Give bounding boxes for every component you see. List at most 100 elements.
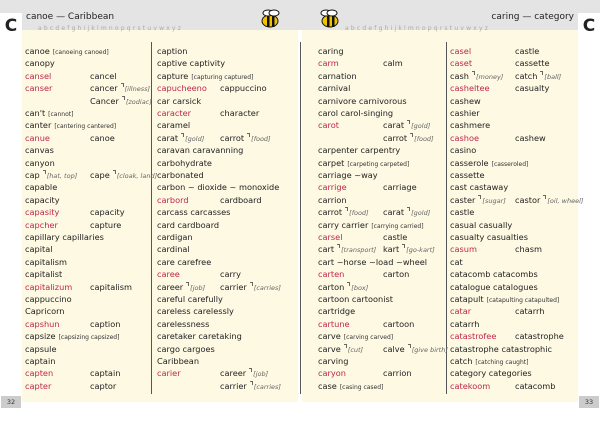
headword: care carefree (157, 256, 212, 267)
entry: carpenter carpentry (318, 144, 400, 156)
alt-word: carton (383, 269, 410, 280)
misspelling: canser (25, 83, 53, 94)
correct-spelling: carrot [food] (383, 132, 434, 144)
entry: cappuccino (25, 293, 72, 305)
misspelling: cartune (318, 318, 350, 329)
entry: carnation (318, 70, 357, 82)
headword: carve (318, 331, 341, 342)
headword: carnation (318, 70, 357, 81)
word-note: [gold] (181, 135, 204, 143)
entry: caravan caravanning (157, 144, 243, 156)
column-rule (151, 42, 152, 394)
entry: capasity (25, 206, 59, 218)
alt-word: capacity (90, 207, 125, 218)
entry: capucheeno (157, 82, 207, 94)
headword: careless carelessly (157, 306, 234, 317)
headword: cat (450, 256, 463, 267)
entry: caretaker caretaking (157, 330, 242, 342)
entry: cashmere (450, 119, 490, 131)
alt-word: catastrophe (515, 331, 564, 342)
alt-word: captain (90, 368, 121, 379)
headword: carcass carcasses (157, 207, 231, 218)
correct-spelling: carat [gold] (383, 119, 430, 131)
word-forms: [carpeting carpeted] (347, 160, 410, 168)
alt-word: cancel (90, 70, 117, 81)
correct-spelling: captor (90, 380, 116, 392)
entry: carving (318, 355, 348, 367)
entry: capacity (25, 194, 60, 206)
alt-word: career (220, 368, 247, 379)
correct-spelling: captain (90, 367, 120, 379)
headword: capitalist (25, 269, 63, 280)
alt-word: castle (383, 232, 408, 242)
word-forms: [canoeing canoed] (52, 49, 109, 56)
entry: cast castaway (450, 181, 508, 193)
entry: canue (25, 132, 50, 144)
headword: capitalism (25, 256, 68, 267)
entry: cashier (450, 107, 480, 119)
entry: Capricorn (25, 305, 65, 317)
headword: capsule (25, 343, 57, 354)
entry: care carefree (157, 256, 211, 268)
headword: cardinal (157, 244, 190, 255)
entry: casheltee (450, 82, 490, 94)
entry: caster [sugar] (450, 194, 506, 206)
correct-spelling: cashew (515, 132, 546, 144)
entry: catapult [catapulting catapulted] (450, 293, 559, 305)
entry: casual casually (450, 219, 512, 231)
entry: cart ~horse ~load ~wheel (318, 256, 427, 268)
word-note: [hat, top] (43, 172, 78, 180)
misspelling: carm (318, 58, 339, 69)
misspelling: caset (450, 58, 473, 69)
word-forms: [capsizing capsized] (58, 334, 120, 342)
headword: carpet (318, 157, 345, 168)
headword: capture (157, 70, 189, 81)
correct-spelling: canoe (90, 132, 115, 144)
alt-word: carat (383, 207, 405, 218)
entry: casualty casualties (450, 231, 528, 243)
entry: capitalist (25, 268, 62, 280)
entry: casino (450, 144, 476, 156)
entry: cart [transport] (318, 243, 376, 255)
alphabet-strip: abcdefghijklmnopqrstuvwxyz (38, 25, 184, 32)
entry: carten (318, 268, 344, 280)
misspelling: carrige (318, 182, 347, 193)
entry: carbon ~ dioxide ~ monoxide (157, 181, 279, 193)
entry: catarrh (450, 318, 479, 330)
entry: cartoon cartoonist (318, 293, 393, 305)
word-note: [carries] (250, 284, 281, 292)
correct-spelling: carton (383, 268, 409, 280)
correct-spelling: chasm (515, 243, 542, 255)
correct-spelling: castle (515, 45, 539, 57)
misspelling: caryon (318, 368, 346, 379)
headword: carrot (318, 207, 343, 218)
entry: cargo cargoes (157, 343, 215, 355)
alt-word: carrion (383, 368, 412, 379)
headword: catacomb catacombs (450, 269, 538, 280)
entry: cashew (450, 95, 481, 107)
headword: caravan caravanning (157, 145, 244, 156)
alt-word: catarrh (515, 306, 545, 317)
entry: canoe [canoeing canoed] (25, 45, 109, 57)
entry: careful carefully (157, 293, 223, 305)
entry: catekoom (450, 380, 490, 392)
word-note: [illness] (121, 85, 150, 93)
entry: carat [gold] (157, 132, 204, 144)
headword: card cardboard (157, 219, 220, 230)
entry: caramel (157, 119, 190, 131)
headword: caring (318, 46, 344, 56)
alt-word: carrot (383, 132, 408, 143)
alt-word: Cancer (90, 95, 119, 106)
alphabet-strip: abcdefghijklmnopqrstuvwxyz (345, 25, 491, 32)
word-note: [gold] (407, 209, 430, 217)
word-forms: [cannot] (48, 111, 74, 118)
entry: casel (450, 45, 471, 57)
alt-word: calve (383, 343, 405, 354)
headword: canopy (25, 58, 55, 69)
headword: career (157, 281, 184, 292)
headword: cassette (450, 170, 485, 180)
word-note: [gold] (407, 122, 430, 130)
correct-spelling: kart [go-kart] (383, 243, 435, 255)
entry: caset (450, 57, 472, 69)
alt-word: carat (383, 120, 405, 131)
